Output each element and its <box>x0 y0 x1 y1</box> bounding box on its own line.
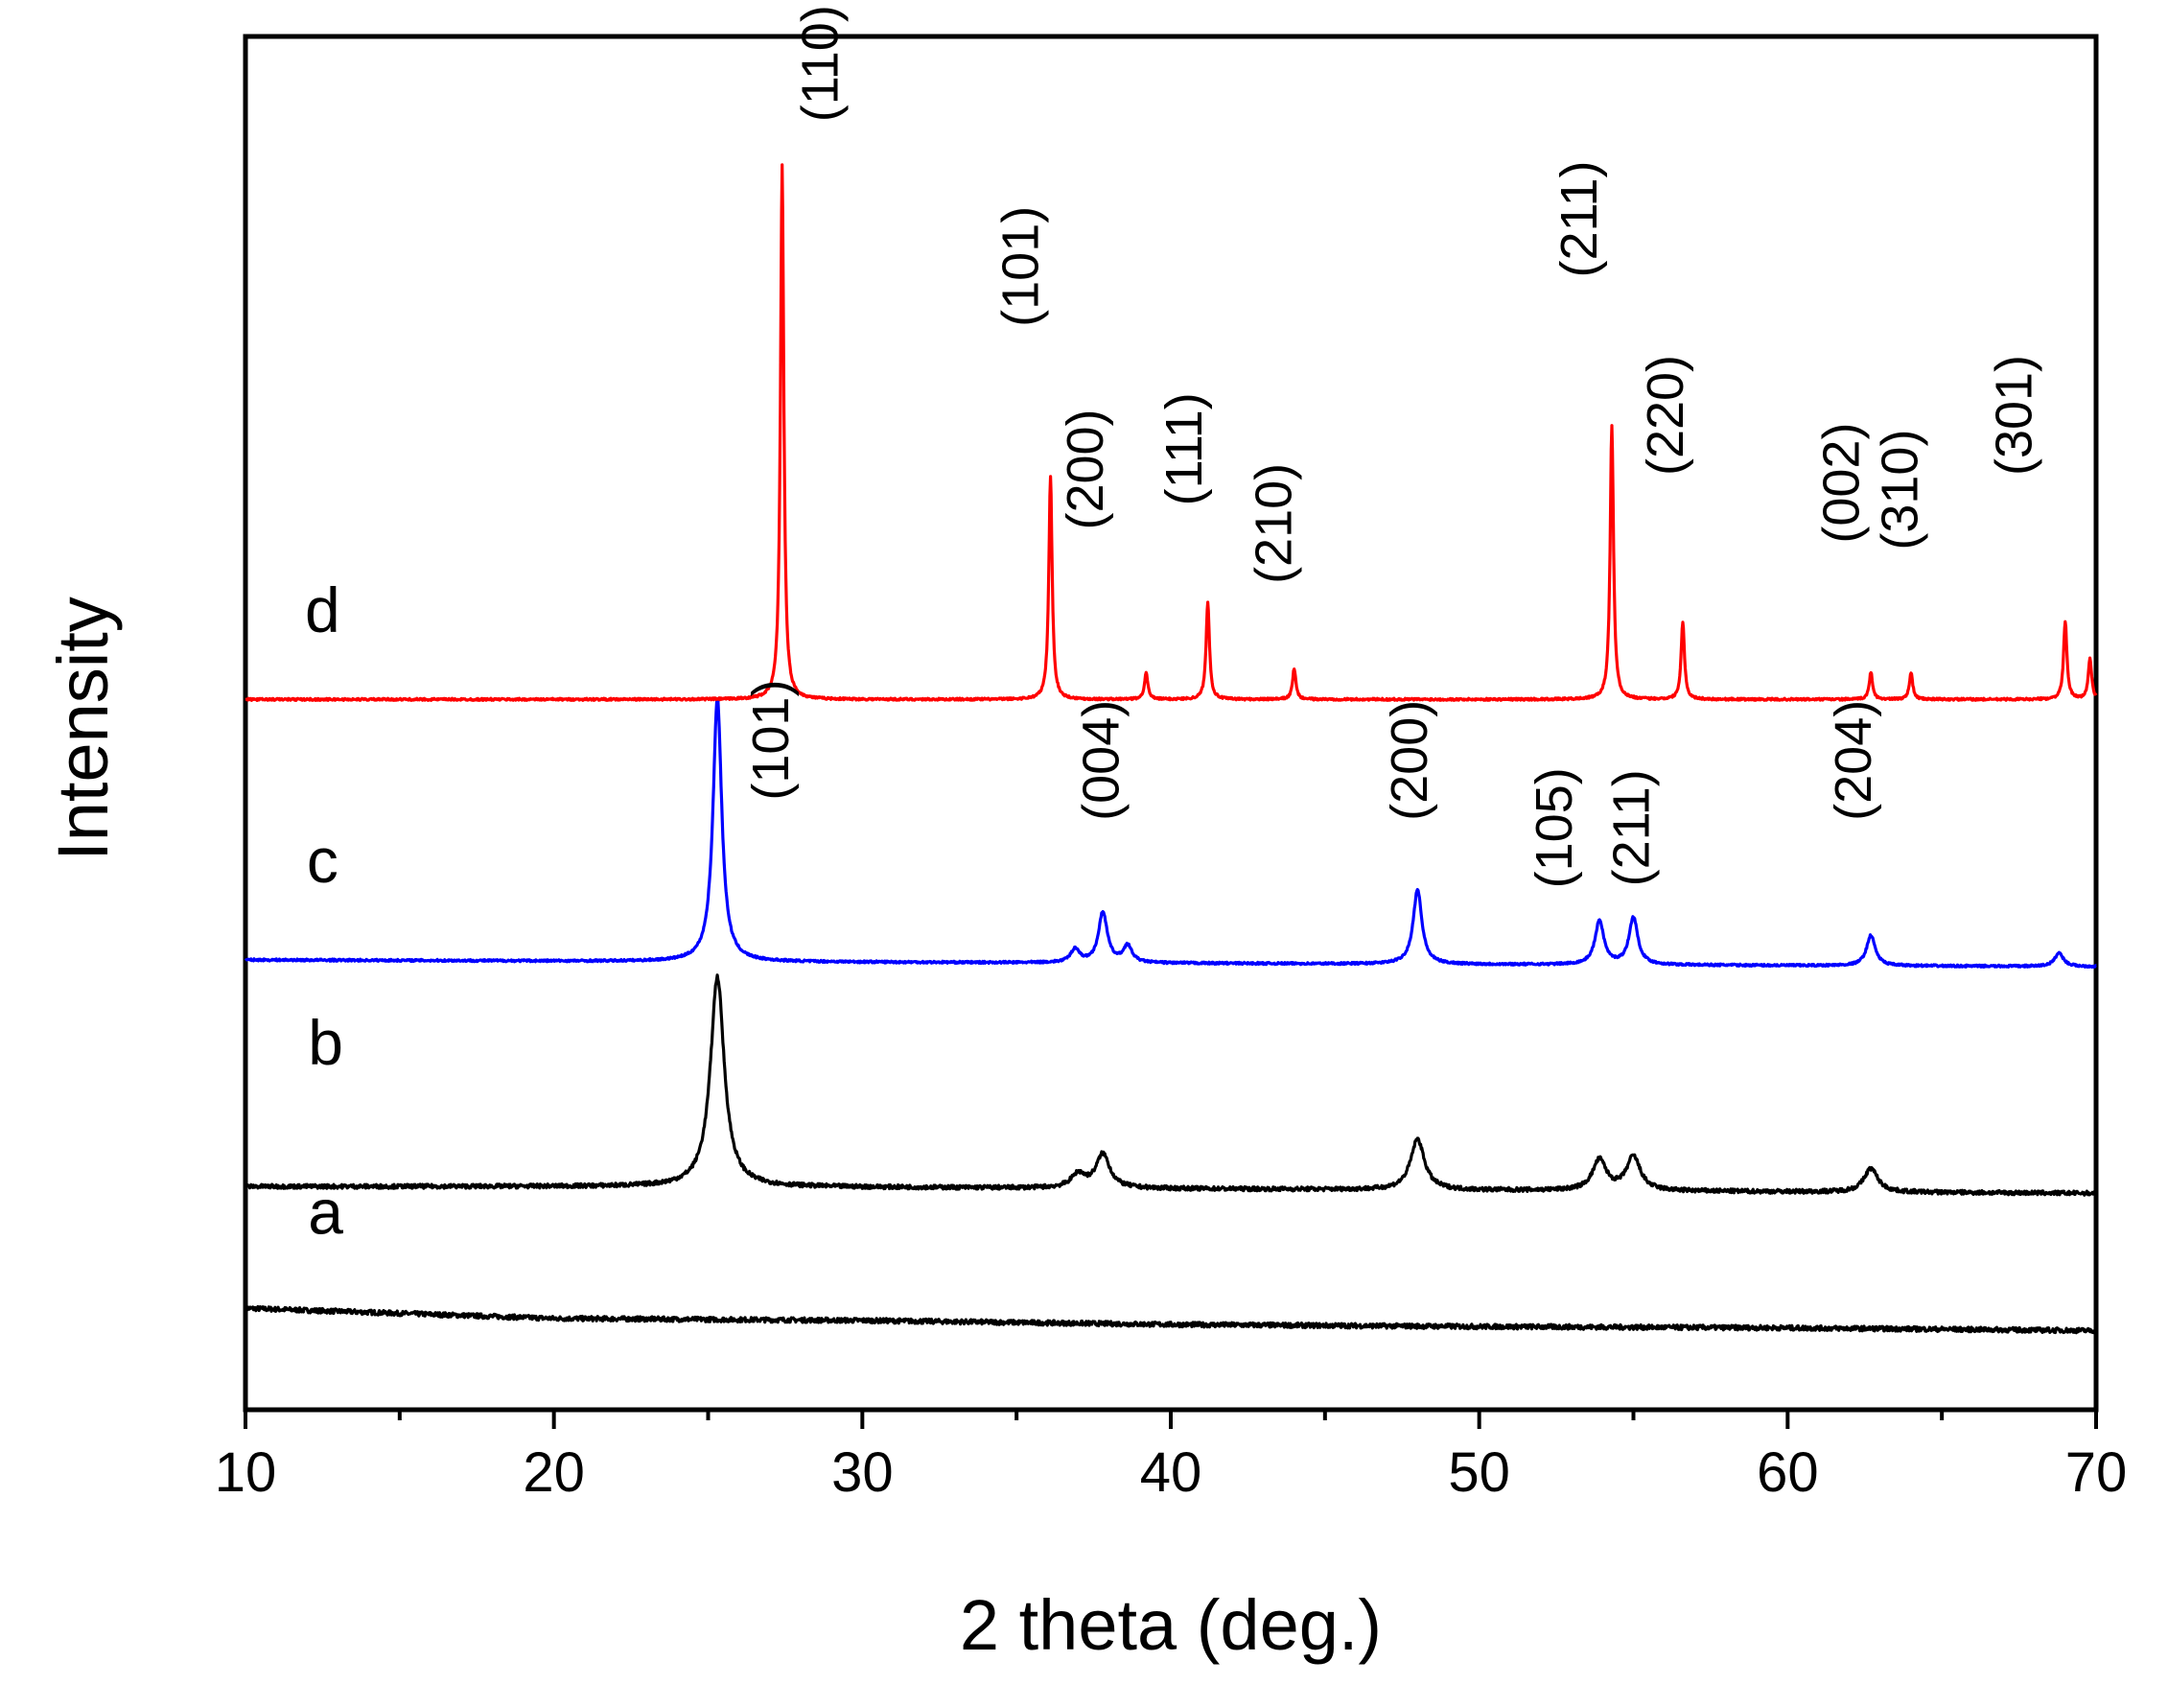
curve-a <box>244 1304 2098 1335</box>
x-tick-label: 50 <box>1448 1441 1510 1504</box>
peak-label: (105) <box>1526 767 1583 888</box>
curve-label-a: a <box>308 1177 343 1248</box>
peak-label: (211) <box>1603 769 1661 886</box>
x-tick-label: 30 <box>831 1441 894 1504</box>
peak-label: (101) <box>742 680 800 801</box>
peak-label: (002) <box>1812 423 1870 544</box>
curve-labels: d c b a <box>305 574 343 1248</box>
peak-label: (004) <box>1072 700 1130 821</box>
curve-c <box>244 697 2097 969</box>
x-axis-ticks: 10 20 30 40 50 60 70 <box>215 1410 2128 1504</box>
peak-label: (310) <box>1871 430 1928 550</box>
x-tick-label: 70 <box>2065 1441 2128 1504</box>
x-tick-label: 60 <box>1757 1441 1819 1504</box>
peak-labels: (110) (101) (200) (111) (210) (211) (220) (002)… <box>742 5 2042 888</box>
plot-frame <box>243 34 2099 1413</box>
curve-label-b: b <box>308 1007 343 1078</box>
y-axis-title: Intensity <box>43 597 123 861</box>
diffraction-curves <box>244 163 2098 1335</box>
peak-label: (301) <box>1985 355 2042 476</box>
peak-label: (110) <box>792 5 850 122</box>
curve-d <box>245 163 2098 702</box>
peak-label: (204) <box>1825 700 1882 821</box>
peak-label: (220) <box>1637 355 1694 476</box>
curve-b <box>244 973 2097 1197</box>
x-axis-title: 2 theta (deg.) <box>960 1585 1382 1665</box>
x-tick-label: 40 <box>1140 1441 1202 1504</box>
peak-label: (101) <box>992 206 1050 327</box>
peak-label: (210) <box>1245 463 1302 584</box>
curve-label-c: c <box>307 825 338 896</box>
x-tick-label: 10 <box>215 1441 277 1504</box>
peak-label: (111) <box>1155 392 1213 505</box>
peak-label: (200) <box>1057 409 1114 529</box>
curve-label-d: d <box>305 574 340 645</box>
peak-label: (200) <box>1381 700 1438 821</box>
x-tick-label: 20 <box>523 1441 585 1504</box>
peak-label: (211) <box>1550 160 1608 277</box>
